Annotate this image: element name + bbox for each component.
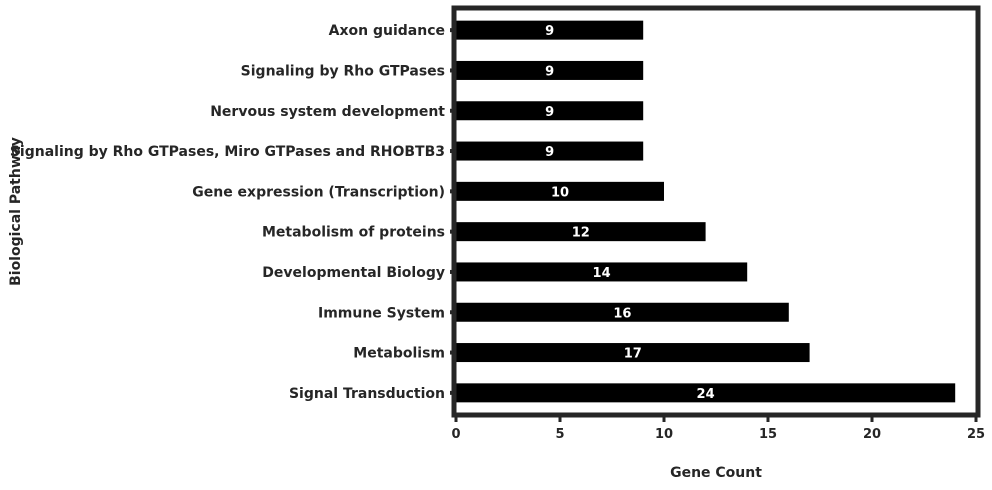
x-tick-label: 10 <box>655 427 673 442</box>
bar-value-label: 10 <box>551 185 569 200</box>
category-label: Developmental Biology <box>262 265 445 281</box>
x-axis-title: Gene Count <box>670 465 762 481</box>
bar <box>456 20 644 40</box>
category-label: Metabolism of proteins <box>262 225 445 241</box>
y-axis-title: Biological Pathway <box>8 137 24 286</box>
bar <box>456 141 644 161</box>
x-tick-label: 25 <box>967 427 985 442</box>
category-label: Signal Transduction <box>289 386 445 402</box>
bar <box>456 101 644 121</box>
category-label: Metabolism <box>353 346 445 362</box>
category-label: Signaling by Rho GTPases, Miro GTPases a… <box>10 144 445 160</box>
bar <box>456 383 956 403</box>
bar-value-label: 16 <box>613 306 631 321</box>
category-label: Signaling by Rho GTPases <box>241 63 445 79</box>
bar <box>456 302 789 322</box>
x-tick-label: 15 <box>759 427 777 442</box>
x-tick-label: 5 <box>555 427 564 442</box>
bar <box>456 222 706 242</box>
category-labels: Axon guidance Signaling by Rho GTPases Ner… <box>10 23 456 402</box>
bar-value-label: 12 <box>572 226 590 241</box>
bar <box>456 262 748 282</box>
bar-value-label: 17 <box>624 347 642 362</box>
bar-value-label: 9 <box>545 145 554 160</box>
bar-value-label: 9 <box>545 64 554 79</box>
plot-frame <box>451 5 981 418</box>
bar <box>456 60 644 80</box>
bar-value-label: 9 <box>545 24 554 39</box>
x-tick-label: 20 <box>863 427 881 442</box>
bar <box>456 343 810 363</box>
bar <box>456 181 664 201</box>
category-label: Immune System <box>318 305 445 321</box>
bar-value-label: 14 <box>593 266 611 281</box>
category-label: Gene expression (Transcription) <box>192 184 445 200</box>
category-label: Nervous system development <box>210 104 445 120</box>
x-axis-ticks: 0 5 10 15 20 25 <box>451 415 985 442</box>
bar-value-label: 24 <box>697 387 715 402</box>
bars-group: 9 9 9 9 10 12 14 16 17 24 <box>456 20 956 403</box>
bar-value-label: 9 <box>545 105 554 120</box>
category-label: Axon guidance <box>329 23 445 39</box>
x-tick-label: 0 <box>451 427 460 442</box>
